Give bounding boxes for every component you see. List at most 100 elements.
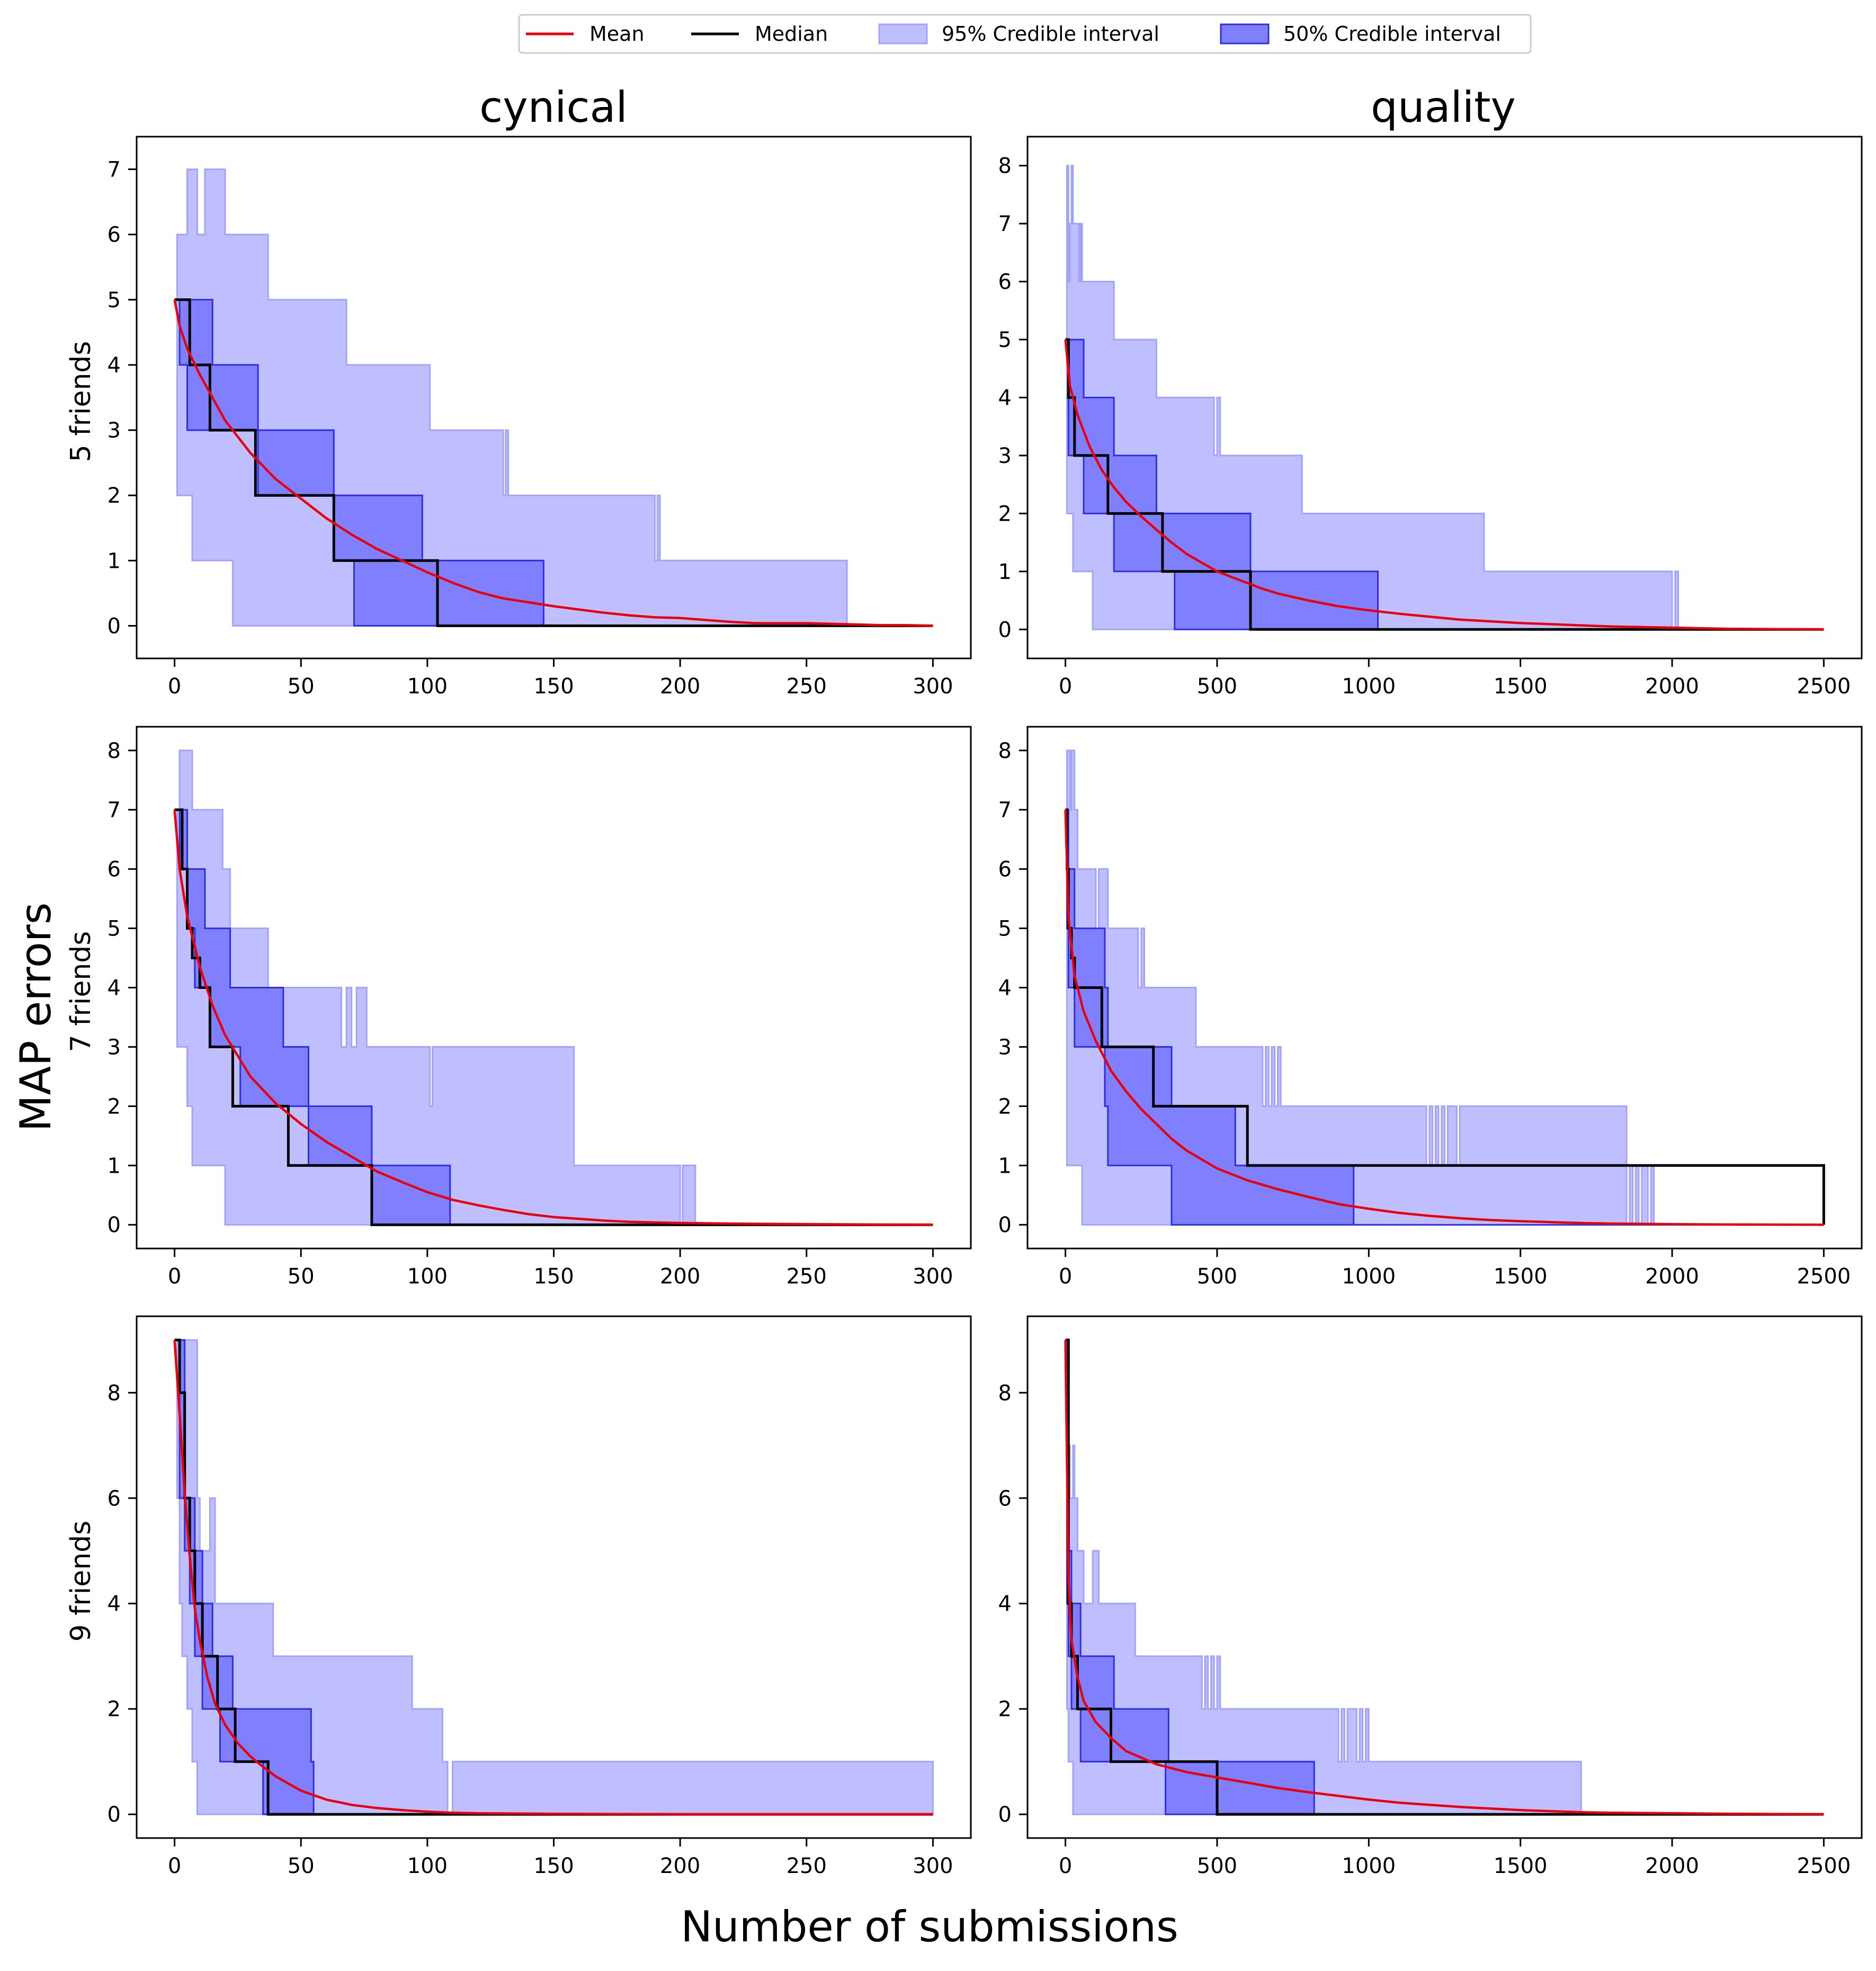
panel-r1c0-xtick-label: 50	[288, 1264, 315, 1289]
panel-r0c0-plot-area	[173, 168, 933, 627]
panel-r1c0-ytick-label: 2	[108, 1094, 121, 1119]
panel-r0c0-ytick-label: 0	[108, 614, 121, 638]
panel-r0c1-ytick-label: 4	[998, 386, 1012, 411]
panel-r0c1-ytick-label: 0	[998, 618, 1012, 642]
panel-r2c1-ytick-label: 2	[998, 1697, 1012, 1722]
panel-r1c1: 0 500 1000 1500 2000 2500 0 1 2 3 4 5 6 7 8	[998, 726, 1863, 1289]
panel-r0c1-ci95-band	[1065, 165, 1824, 630]
panel-r1c1-ytick-label: 0	[998, 1213, 1012, 1237]
panel-r2c1-ytick-label: 0	[998, 1803, 1012, 1827]
panel-r1c0-ytick-label: 1	[108, 1154, 121, 1178]
panel-r2c0-xtick-label: 200	[660, 1854, 700, 1878]
column-title-cynical: cynical	[479, 83, 628, 132]
panel-r0c1-median-line	[1065, 338, 1824, 631]
panel-r2c0-xtick-label: 50	[288, 1854, 315, 1878]
panel-r1c1-ytick-label: 1	[998, 1154, 1012, 1178]
panel-r0c1-xtick-label: 1500	[1494, 674, 1548, 699]
panel-r0c1-ytick-label: 3	[998, 444, 1012, 468]
panel-r0c1-xtick-label: 1000	[1342, 674, 1396, 699]
panel-r0c0-ytick-label: 7	[108, 158, 121, 182]
panel-r2c0-mean-line	[173, 1340, 933, 1816]
panel-r1c0-ytick-label: 0	[108, 1213, 121, 1237]
panel-r2c0-ytick-label: 6	[108, 1486, 121, 1511]
panel-r1c1-xtick-label: 1500	[1494, 1264, 1548, 1289]
panel-r1c0-xtick-label: 300	[913, 1264, 953, 1289]
panel-r0c1-xtick-label: 500	[1197, 674, 1237, 699]
panel-r0c0-xtick-label: 150	[533, 674, 574, 699]
panel-r2c1-ci95-band	[1065, 1339, 1824, 1815]
panel-r1c1-ytick-label: 3	[998, 1035, 1012, 1059]
panel-r2c0-xtick-label: 250	[787, 1854, 827, 1878]
panel-r2c1-xtick-label: 2500	[1797, 1854, 1851, 1878]
legend-ci50-swatch	[1220, 23, 1270, 44]
panel-r2c0-xtick-label: 300	[913, 1854, 953, 1878]
panel-r0c0-ytick-label: 4	[108, 353, 121, 378]
panel-r1c0-ytick-label: 5	[108, 917, 121, 941]
panel-r2c1-ytick-label: 6	[998, 1486, 1012, 1511]
panel-r0c0-ytick-label: 1	[108, 549, 121, 573]
panel-r2c0-xtick-label: 0	[168, 1854, 181, 1878]
panel-r0c0-mean-line	[173, 299, 933, 627]
panel-r2c0-ytick-label: 8	[108, 1381, 121, 1405]
legend: Mean Median 95% Credible interval 50% Cr…	[518, 14, 1532, 54]
panel-r0c0-ytick-label: 3	[108, 418, 121, 443]
legend-median-label: Median	[755, 22, 828, 46]
panel-r1c1-ytick-label: 2	[998, 1094, 1012, 1119]
panel-r1c1-xtick-label: 1000	[1342, 1264, 1396, 1289]
panel-r2c1-mean-line	[1064, 1340, 1824, 1816]
legend-ci95-swatch	[878, 23, 928, 44]
figure-xlabel: Number of submissions	[681, 1902, 1178, 1951]
legend-mean-label: Mean	[589, 22, 645, 46]
panel-r0c1-ytick-label: 5	[998, 328, 1012, 352]
panel-r0c1-ytick-label: 7	[998, 212, 1012, 236]
panel-r2c0-ytick-label: 0	[108, 1803, 121, 1827]
panel-r1c1-ytick-label: 4	[998, 976, 1012, 1001]
panel-r0c0-xtick-label: 0	[168, 674, 181, 699]
panel-r0c0-ytick-label: 6	[108, 223, 121, 247]
panel-r2c1-xtick-label: 1000	[1342, 1854, 1396, 1878]
panel-r0c1-mean-line	[1064, 339, 1824, 631]
panel-r1c1-plot-area	[1064, 750, 1825, 1226]
panel-r2c1: 0 500 1000 1500 2000 2500 0 2 4 6 8	[998, 1315, 1863, 1878]
panel-r1c1-ytick-label: 7	[998, 798, 1012, 823]
panel-r1c0-xtick-label: 250	[787, 1264, 827, 1289]
row-label-9-friends: 9 friends	[65, 1521, 97, 1642]
panel-r1c1-ytick-label: 5	[998, 917, 1012, 941]
panel-r1c1-ytick-label: 8	[998, 739, 1012, 763]
panel-r2c1-xtick-label: 0	[1059, 1854, 1072, 1878]
legend-ci50-label: 50% Credible interval	[1283, 22, 1501, 46]
panel-r1c1-ytick-label: 6	[998, 858, 1012, 882]
panel-r2c1-plot-area	[1064, 1339, 1824, 1816]
panel-r2c1-frame	[1026, 1315, 1863, 1839]
panel-r2c1-xtick-label: 2000	[1645, 1854, 1699, 1878]
panel-r1c0-ytick-label: 6	[108, 858, 121, 882]
panel-r2c1-ytick-label: 4	[998, 1592, 1012, 1616]
panel-r1c1-xtick-label: 0	[1059, 1264, 1072, 1289]
panel-r0c1-plot-area	[1064, 165, 1824, 631]
panel-r1c1-ci50-band	[1065, 809, 1824, 1226]
panel-r1c1-mean-line	[1064, 809, 1824, 1226]
figure-ylabel: MAP errors	[11, 903, 60, 1132]
panel-r2c0-ci50-band	[174, 1339, 933, 1815]
panel-r1c0-ytick-label: 3	[108, 1035, 121, 1059]
panel-r2c1-xtick-label: 1500	[1494, 1854, 1548, 1878]
panel-r2c0-ytick-label: 2	[108, 1697, 121, 1722]
panel-r0c0-xtick-label: 250	[787, 674, 827, 699]
row-label-5-friends: 5 friends	[65, 341, 97, 462]
panel-r1c0-xtick-label: 0	[168, 1264, 181, 1289]
panel-r0c0-xtick-label: 200	[660, 674, 700, 699]
panel-r2c0-xtick-label: 100	[407, 1854, 448, 1878]
panel-r2c0: 0 50 100 150 200 250 300 0 2 4 6 8	[108, 1315, 972, 1878]
panel-r1c0-ytick-label: 7	[108, 798, 121, 823]
panel-r1c0-plot-area	[173, 750, 933, 1226]
panel-r1c1-xtick-label: 2500	[1797, 1264, 1851, 1289]
panel-r0c1-xtick-label: 2000	[1645, 674, 1699, 699]
panel-r1c1-xtick-label: 500	[1197, 1264, 1237, 1289]
panel-r1c1-xtick-label: 2000	[1645, 1264, 1699, 1289]
panel-r0c1-xtick-label: 2500	[1797, 674, 1851, 699]
panel-r1c0-xtick-label: 200	[660, 1264, 700, 1289]
panel-r2c0-xtick-label: 150	[533, 1854, 574, 1878]
panel-r0c1-ytick-label: 1	[998, 560, 1012, 584]
